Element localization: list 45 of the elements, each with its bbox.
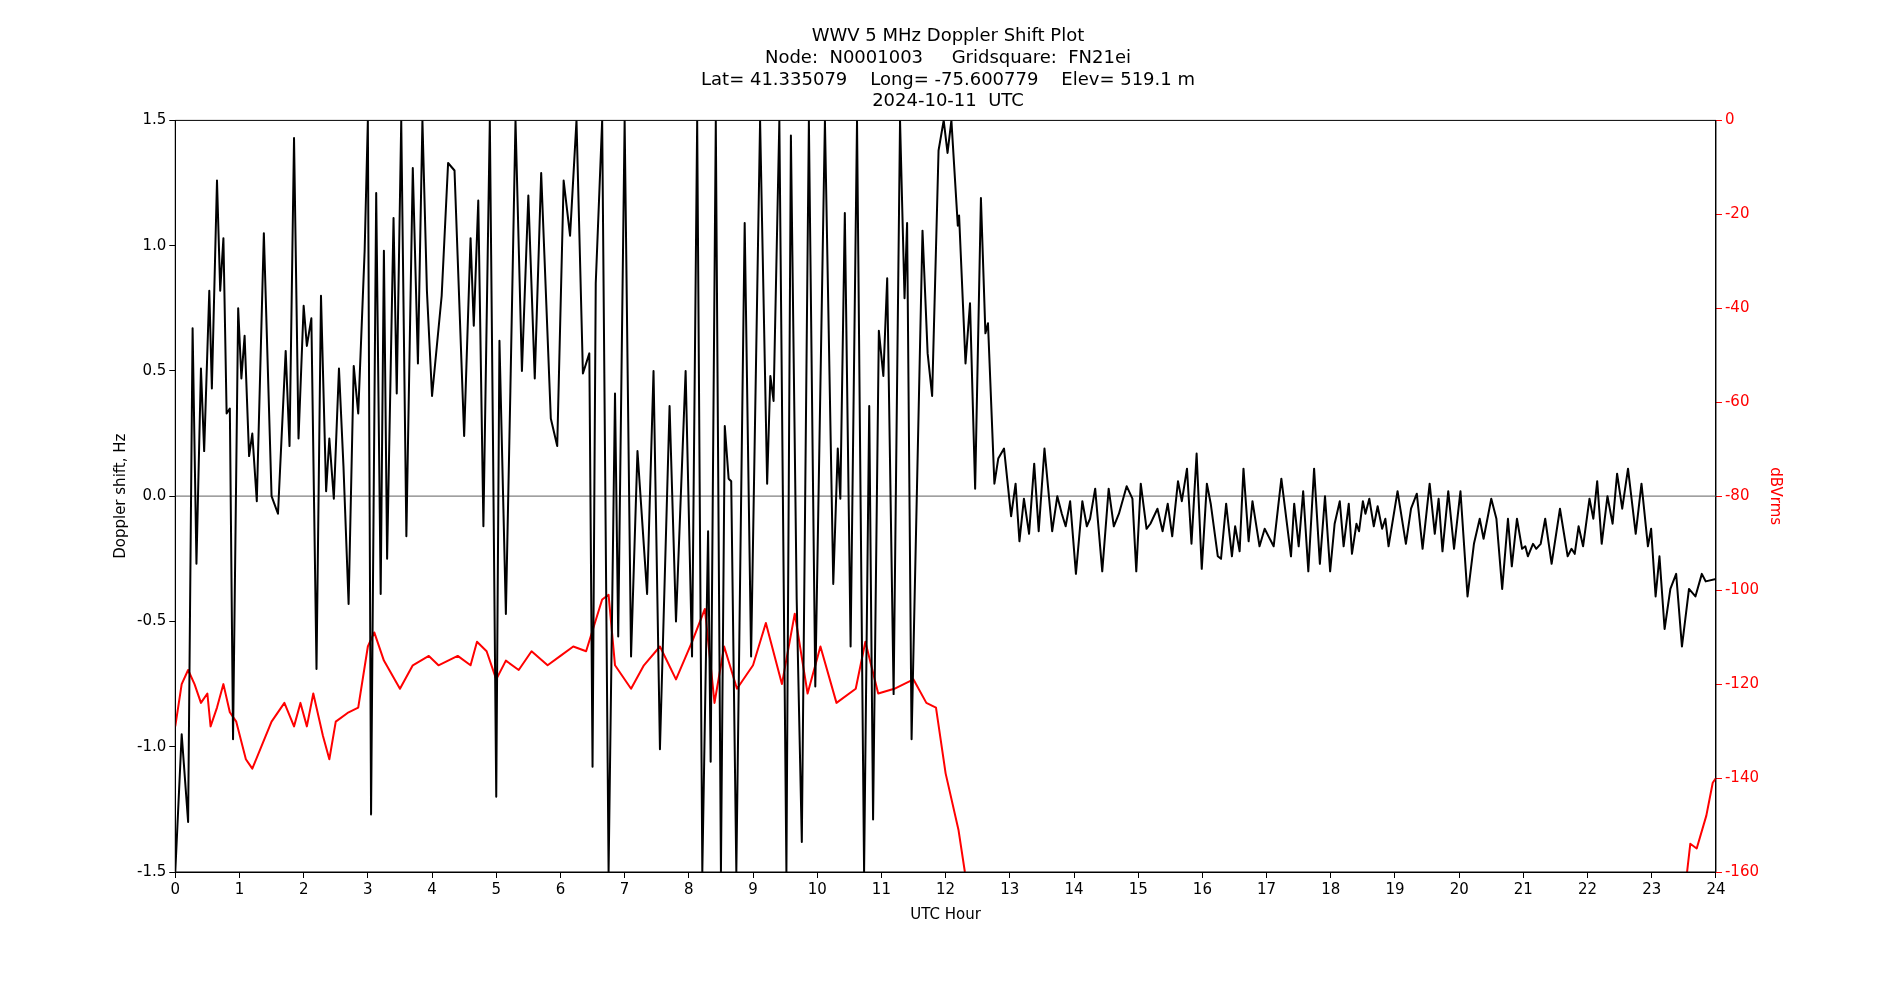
y2-tick-label: 0 <box>1724 110 1735 129</box>
y-tick-label: -1.0 <box>136 736 167 755</box>
x-axis-title: UTC Hour <box>910 904 982 923</box>
x-tick-label: 16 <box>1192 879 1212 898</box>
x-tick-label: 13 <box>1000 879 1020 898</box>
y-tick-label: 0.5 <box>142 360 167 379</box>
y2-tick-label: -100 <box>1724 580 1759 599</box>
y-tick-label: -0.5 <box>136 611 167 630</box>
y2-tick-label: -140 <box>1724 767 1759 786</box>
y2-tick-label: -20 <box>1724 204 1750 223</box>
y2-tick-label: -80 <box>1724 486 1750 505</box>
y2-tick-label: -160 <box>1724 861 1759 880</box>
x-tick-label: 18 <box>1321 879 1341 898</box>
x-tick-label: 24 <box>1706 879 1726 898</box>
x-tick-label: 23 <box>1642 879 1662 898</box>
y2-tick-label: -60 <box>1724 392 1750 411</box>
x-tick-label: 15 <box>1128 879 1148 898</box>
y-axis-title: Doppler shift, Hz <box>110 433 129 559</box>
x-tick-label: 2 <box>298 879 309 898</box>
x-tick-label: 7 <box>619 879 630 898</box>
x-tick-label: 20 <box>1449 879 1469 898</box>
x-tick-label: 5 <box>491 879 502 898</box>
x-tick-label: 1 <box>234 879 245 898</box>
x-tick-label: 6 <box>555 879 566 898</box>
y2-axis-title: dBVrms <box>1767 467 1786 526</box>
y-tick-label: 1.5 <box>142 110 167 129</box>
x-tick-label: 17 <box>1257 879 1277 898</box>
chart-title: WWV 5 MHz Doppler Shift Plot Node: N0001003 Gridsquare: FN21ei Lat= 41.335079 Long= -75.600779 Elev= 519.1 m 2024-10-11 UTC <box>701 24 1195 111</box>
y-tick-label: 0.0 <box>142 486 167 505</box>
x-tick-label: 12 <box>936 879 956 898</box>
x-tick-label: 21 <box>1513 879 1533 898</box>
y2-tick-label: -40 <box>1724 298 1750 317</box>
x-tick-label: 14 <box>1064 879 1084 898</box>
x-tick-label: 9 <box>748 879 758 898</box>
x-tick-label: 0 <box>170 879 181 898</box>
x-tick-label: 10 <box>807 879 827 898</box>
x-tick-label: 8 <box>684 879 694 898</box>
y2-tick-label: -120 <box>1724 673 1759 692</box>
x-tick-label: 3 <box>363 879 373 898</box>
x-tick-label: 11 <box>871 879 891 898</box>
y-tick-label: -1.5 <box>136 861 167 880</box>
x-tick-label: 4 <box>427 879 437 898</box>
x-tick-label: 22 <box>1578 879 1598 898</box>
x-tick-label: 19 <box>1385 879 1405 898</box>
y-tick-label: 1.0 <box>142 235 167 254</box>
